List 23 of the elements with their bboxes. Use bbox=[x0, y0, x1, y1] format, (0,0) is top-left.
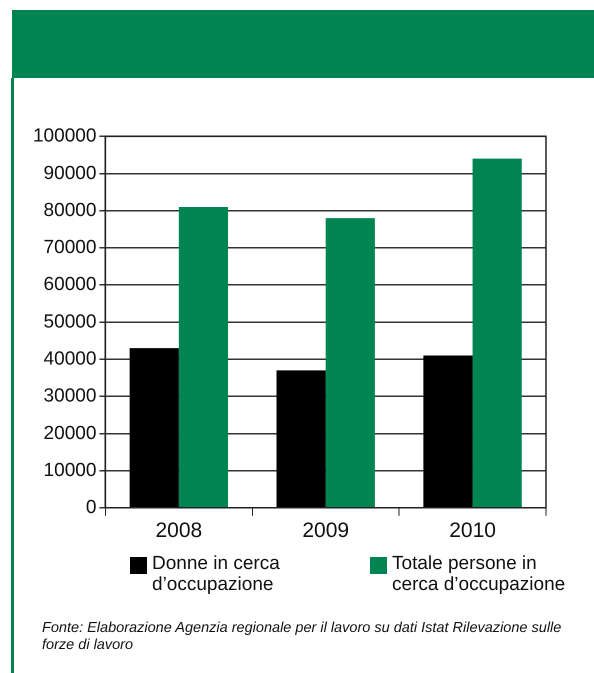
y-tick-label: 40000 bbox=[44, 348, 96, 370]
y-tick-label: 100000 bbox=[32, 126, 96, 147]
y-tick-label: 70000 bbox=[44, 237, 96, 258]
y-tick-label: 0 bbox=[86, 497, 96, 518]
y-tick-label: 60000 bbox=[44, 274, 96, 296]
bar bbox=[326, 218, 375, 508]
source-note: Fonte: Elaborazione Agenzia regionale per il lavoro su dati Istat Rilevazione sulle forze di lavoro bbox=[42, 620, 562, 654]
x-tick-label: 2009 bbox=[302, 519, 350, 542]
x-tick-label: 2010 bbox=[449, 519, 496, 542]
y-tick-label: 80000 bbox=[44, 200, 96, 221]
y-tick-label: 30000 bbox=[44, 386, 96, 407]
x-tick-label: 2008 bbox=[155, 519, 202, 542]
legend-label: Donne in cerca d’occupazione bbox=[152, 553, 281, 595]
y-tick-label: 10000 bbox=[44, 460, 96, 481]
bar bbox=[472, 158, 522, 508]
bar bbox=[423, 356, 473, 508]
bar bbox=[130, 348, 179, 508]
y-tick-label: 50000 bbox=[44, 311, 96, 332]
y-tick-label: 20000 bbox=[44, 422, 96, 444]
y-tick-label: 90000 bbox=[44, 162, 96, 184]
bar bbox=[276, 370, 326, 508]
legend-label: Totale persone in cerca d’occupazione bbox=[392, 553, 566, 595]
bar bbox=[178, 206, 228, 508]
